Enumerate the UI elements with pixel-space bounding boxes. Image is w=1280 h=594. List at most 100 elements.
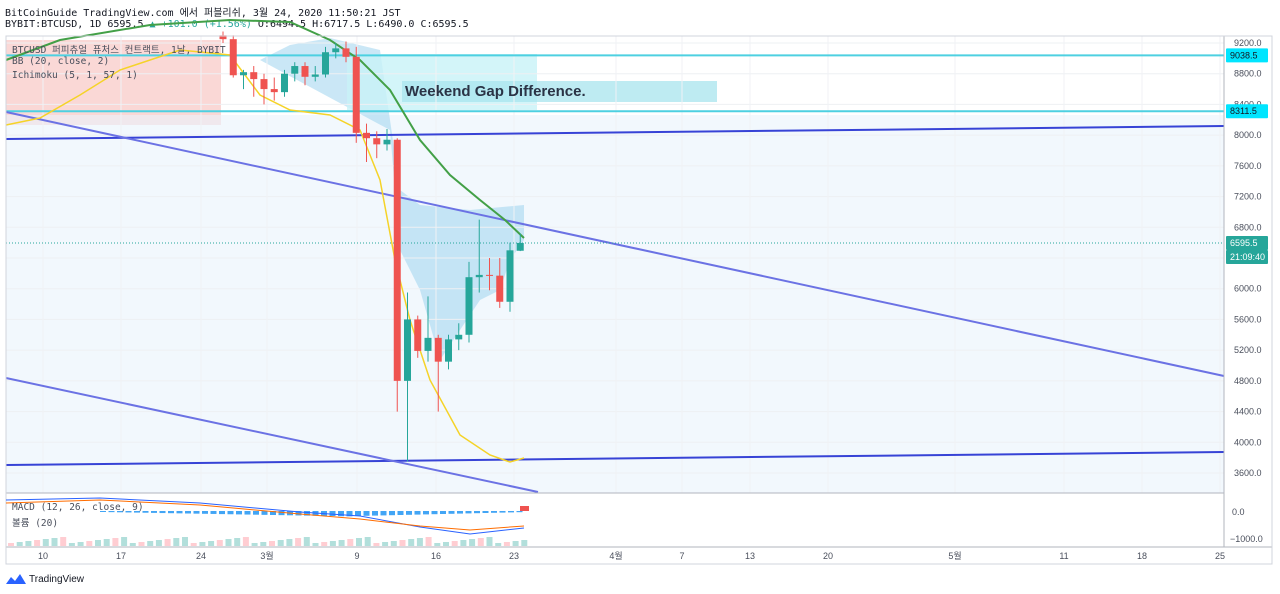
macd-bar xyxy=(465,511,472,514)
macd-bar xyxy=(457,511,463,514)
volume-bar xyxy=(182,537,188,546)
price-badge-label: 6595.5 xyxy=(1230,238,1258,248)
legend-volume[interactable]: 볼륨 (20) xyxy=(12,518,59,529)
volume-bar xyxy=(95,540,101,546)
macd-bar xyxy=(125,511,132,513)
volume-bar xyxy=(321,542,328,546)
macd-bar xyxy=(482,511,489,513)
volume-bar xyxy=(16,542,23,546)
macd-bar xyxy=(389,511,395,516)
trend-line-bottom xyxy=(5,451,1225,466)
tradingview-brand[interactable]: TradingView xyxy=(6,573,84,585)
price-tick-label: 9200.0 xyxy=(1234,38,1262,48)
volume-bar xyxy=(260,542,267,546)
chart-frame xyxy=(5,35,1273,565)
candle-body xyxy=(311,74,319,77)
volume-bar xyxy=(173,538,180,546)
annotation-text: Weekend Gap Difference. xyxy=(405,83,586,100)
macd-bar xyxy=(159,511,166,514)
macd-bar xyxy=(423,511,429,515)
legend-ichimoku[interactable]: Ichimoku (5, 1, 57, 1) xyxy=(12,70,138,81)
volume-bar xyxy=(269,541,275,546)
volume-bar xyxy=(434,543,441,546)
macd-bar xyxy=(448,511,455,514)
macd-bar xyxy=(499,511,506,513)
volume-bar xyxy=(277,540,284,546)
volume-bar xyxy=(408,539,415,546)
macd-bar xyxy=(219,511,225,515)
volume-bar xyxy=(303,537,310,546)
macd-bar xyxy=(406,511,412,515)
candle-body xyxy=(322,52,329,75)
macd-bar xyxy=(431,511,438,515)
price-badge-label: 9038.5 xyxy=(1230,50,1258,60)
macd-bar xyxy=(440,511,446,514)
macd-bar xyxy=(380,511,387,516)
macd-bar xyxy=(270,511,276,515)
volume-bar xyxy=(356,538,362,546)
volume-bar xyxy=(503,542,510,546)
price-badge-cyan xyxy=(1226,48,1268,63)
time-axis[interactable]: 10 17 24 3월 9 16 23 4월 7 13 20 5월 11 18 25 xyxy=(38,550,1225,561)
time-tick-label: 4월 xyxy=(609,550,622,561)
time-tick-label: 3월 xyxy=(260,550,273,561)
legend-macd[interactable]: MACD (12, 26, close, 9) xyxy=(12,502,144,513)
time-tick-label: 7 xyxy=(679,551,684,561)
macd-tick-0: 0.0 xyxy=(1232,507,1245,517)
candle-body xyxy=(219,35,227,40)
macd-bar xyxy=(397,511,404,515)
price-tick-label: 7600.0 xyxy=(1234,161,1262,171)
volume-bar xyxy=(103,539,110,546)
last-price: 6595.5 xyxy=(107,19,144,30)
volume-bar xyxy=(347,539,354,546)
macd-bar xyxy=(338,511,344,517)
time-tick-label: 9 xyxy=(354,551,359,561)
macd-bar xyxy=(414,511,421,515)
volume-bar xyxy=(416,538,423,546)
volume-bar xyxy=(199,542,206,546)
volume-bar xyxy=(469,539,476,546)
volume-bar xyxy=(399,540,406,546)
symbol-label: BYBIT:BTCUSD, 1D xyxy=(5,19,102,30)
legend-bb[interactable]: BB (20, close, 2) xyxy=(12,56,110,67)
price-tick-label: 3600.0 xyxy=(1234,468,1262,478)
legend-symbol[interactable]: BTCUSD 퍼피츄얼 퓨처스 컨트랙트, 1날, BYBIT xyxy=(12,45,226,56)
macd-bar xyxy=(108,511,115,513)
volume-bar xyxy=(382,542,389,546)
macd-bar xyxy=(474,511,480,514)
candle-body xyxy=(332,48,340,53)
volume-bar xyxy=(121,537,128,546)
macd-bar xyxy=(491,511,497,513)
volume-bar xyxy=(138,542,145,546)
volume-bar xyxy=(60,537,67,546)
bb-lower-line xyxy=(5,49,525,463)
volume-bar xyxy=(364,537,371,546)
candle-body xyxy=(229,39,237,76)
candle-body xyxy=(465,277,473,335)
price-badge-last xyxy=(1226,235,1268,250)
macd-tick-neg: −1000.0 xyxy=(1230,534,1263,544)
time-tick-label: 20 xyxy=(823,551,833,561)
volume-bar xyxy=(242,537,249,546)
volume-bar xyxy=(312,543,319,546)
descending-line-upper xyxy=(5,111,1225,377)
macd-bar xyxy=(236,511,242,515)
candle-body xyxy=(352,56,360,133)
candle-body xyxy=(373,138,381,145)
volume-bar xyxy=(521,540,528,546)
volume-bar xyxy=(295,538,302,546)
volume-bar xyxy=(34,540,41,546)
macd-pane xyxy=(5,497,529,546)
candle-body xyxy=(434,337,442,362)
time-tick-label: 18 xyxy=(1137,551,1147,561)
overlay-lines xyxy=(5,18,1225,493)
volume-bar xyxy=(286,539,293,546)
volume-bar xyxy=(216,540,223,546)
price-badge-cyan xyxy=(1226,104,1268,119)
macd-bar xyxy=(372,511,378,516)
price-change: ▲ +101.0 (+1.56%) xyxy=(149,19,252,30)
macd-bar xyxy=(151,511,157,513)
ohlc-values: O:6494.5 H:6717.5 L:6490.0 C:6595.5 xyxy=(257,19,469,30)
time-tick-label: 11 xyxy=(1059,551,1068,561)
